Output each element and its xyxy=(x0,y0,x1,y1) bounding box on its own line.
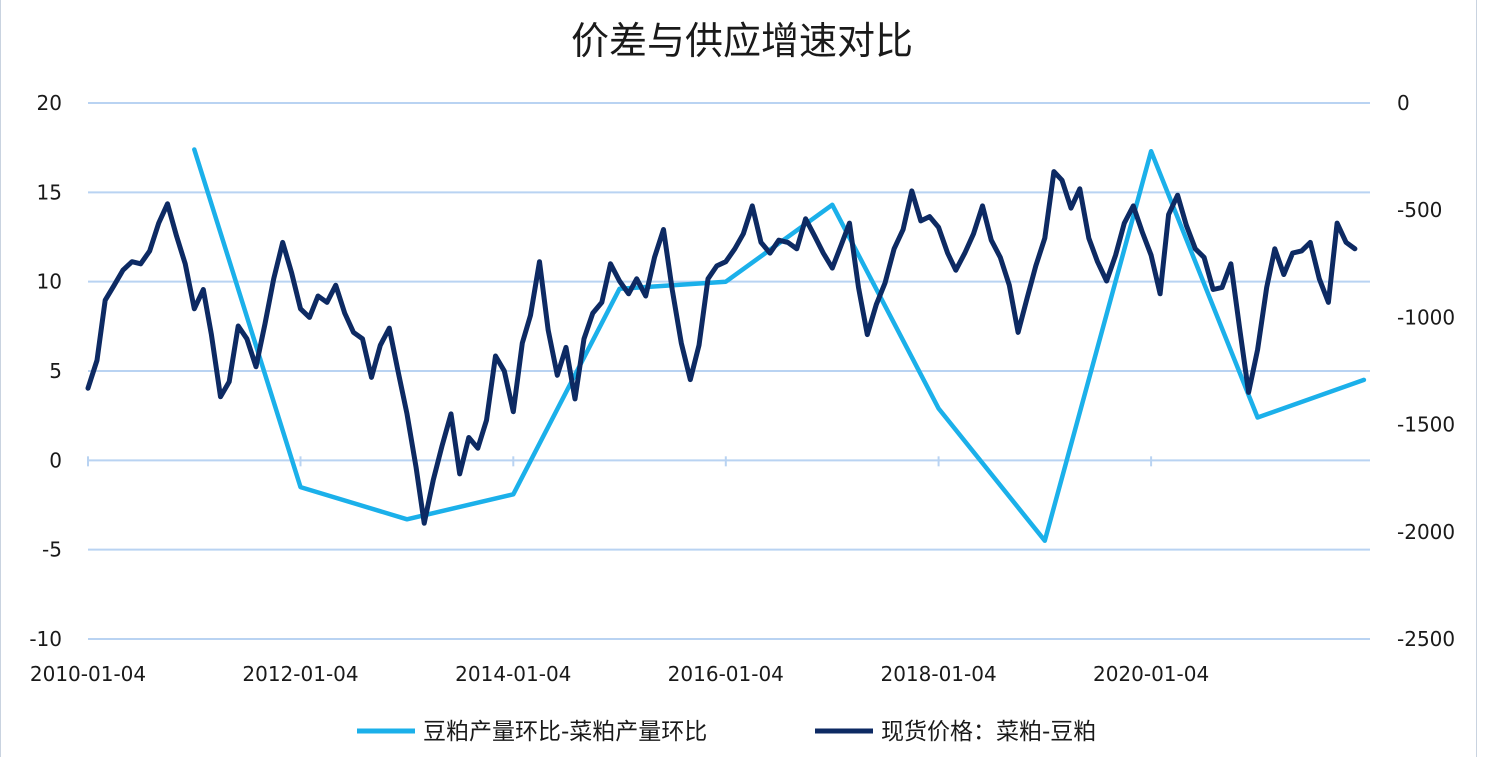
x-tick-label: 2020-01-04 xyxy=(1093,662,1209,686)
y-left-tick-label: 0 xyxy=(49,448,62,472)
x-tick-label: 2018-01-04 xyxy=(880,662,996,686)
x-tick-label: 2012-01-04 xyxy=(242,662,358,686)
x-tick-labels: 2010-01-04 2012-01-04 2014-01-04 2016-01-04… xyxy=(30,456,1209,686)
y-right-tick-labels: 0 -500 -1000 -1500 -2000 -2500 xyxy=(1397,91,1455,651)
y-left-tick-label: -5 xyxy=(42,538,62,562)
series-line-1 xyxy=(192,147,1367,543)
y-right-tick-label: -2000 xyxy=(1397,520,1455,544)
legend-label-series-1: 豆粕产量环比-菜粕产量环比 xyxy=(423,719,707,745)
y-right-tick-label: -2500 xyxy=(1397,627,1455,651)
y-right-tick-label: 0 xyxy=(1397,91,1410,115)
chart-title: 价差与供应增速对比 xyxy=(571,19,913,63)
legend-label-series-2: 现货价格：菜粕-豆粕 xyxy=(881,719,1096,745)
grid-lines xyxy=(88,102,1370,640)
y-left-tick-label: 10 xyxy=(37,270,62,294)
y-left-tick-label: 20 xyxy=(37,91,62,115)
x-tick-label: 2014-01-04 xyxy=(455,662,571,686)
y-left-tick-label: 15 xyxy=(37,180,62,204)
y-left-tick-label: 5 xyxy=(49,359,62,383)
y-left-tick-label: -10 xyxy=(29,627,62,651)
legend: 豆粕产量环比-菜粕产量环比 现货价格：菜粕-豆粕 xyxy=(357,719,1096,745)
x-tick-label: 2010-01-04 xyxy=(30,662,146,686)
series-line-2 xyxy=(85,169,1358,526)
y-right-tick-label: -500 xyxy=(1397,198,1442,222)
y-right-tick-label: -1000 xyxy=(1397,305,1455,329)
series-lines xyxy=(85,147,1367,543)
y-left-tick-labels: 20 15 10 5 0 -5 -10 xyxy=(29,91,62,651)
x-tick-label: 2016-01-04 xyxy=(668,662,784,686)
y-right-tick-label: -1500 xyxy=(1397,413,1455,437)
